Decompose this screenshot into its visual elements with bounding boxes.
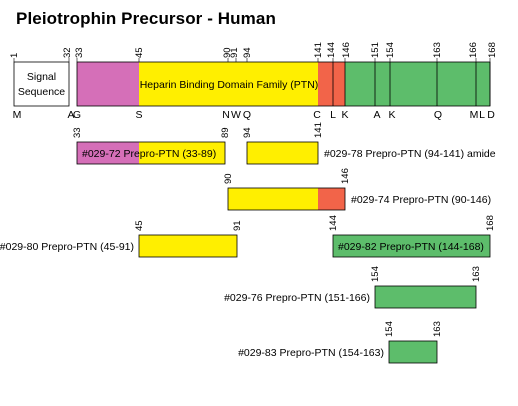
domain-segment-6 xyxy=(345,62,490,106)
domain-segment-3 xyxy=(139,62,318,106)
peptide-029-76-start-label: 154 xyxy=(370,266,381,282)
position-label-144: 144 xyxy=(326,42,337,58)
peptide-029-82-outline xyxy=(332,234,491,258)
residue-l-167: L xyxy=(479,109,485,121)
peptide-029-82-start-label: 144 xyxy=(328,215,339,231)
position-label-32: 32 xyxy=(62,47,73,58)
signal-sequence-label-line-1: Signal xyxy=(27,71,56,83)
position-label-163: 163 xyxy=(432,42,443,58)
peptide-029-78-bar xyxy=(247,142,318,164)
peptide-029-72-piece-1 xyxy=(77,142,139,164)
domain-segment-1 xyxy=(14,62,69,106)
residue-m-1: M xyxy=(13,109,22,121)
peptide-029-82-label: #029-82 Prepro-PTN (144-168) xyxy=(338,241,484,253)
signal-sequence-outline xyxy=(13,61,70,107)
peptide-029-83-start-label: 154 xyxy=(384,321,395,337)
residue-l-144: L xyxy=(330,109,336,121)
position-label-33: 33 xyxy=(74,47,85,58)
peptide-029-76-end-label: 163 xyxy=(471,266,482,282)
position-label-168: 168 xyxy=(487,42,498,58)
position-label-151: 151 xyxy=(370,42,381,58)
position-label-1: 1 xyxy=(9,53,20,58)
peptide-029-76-label: #029-76 Prepro-PTN (151-166) xyxy=(224,292,370,304)
peptide-029-78-start-label: 94 xyxy=(242,127,253,138)
peptide-029-80-start-label: 45 xyxy=(134,220,145,231)
peptide-029-82-end-label: 168 xyxy=(485,215,496,231)
peptide-029-80-label: #029-80 Prepro-PTN (45-91) xyxy=(0,241,134,253)
position-label-90: 90 xyxy=(222,47,233,58)
position-label-146: 146 xyxy=(341,42,352,58)
position-label-91: 91 xyxy=(229,47,240,58)
peptide-029-72-start-label: 33 xyxy=(72,127,83,138)
peptide-029-78-label: #029-78 Prepro-PTN (94-141) amide xyxy=(324,148,496,160)
peptide-029-78-outline xyxy=(246,141,319,165)
peptide-029-74-start-label: 90 xyxy=(223,173,234,184)
peptide-029-74-outline xyxy=(227,187,346,211)
position-label-45: 45 xyxy=(134,47,145,58)
residue-a-32: A xyxy=(67,109,74,121)
peptide-029-72-outline xyxy=(76,141,226,165)
peptide-029-74-label: #029-74 Prepro-PTN (90-146) xyxy=(351,194,491,206)
peptide-029-83-label: #029-83 Prepro-PTN (154-163) xyxy=(238,347,384,359)
peptide-029-78-end-label: 141 xyxy=(313,122,324,138)
peptide-029-83-end-label: 163 xyxy=(432,321,443,337)
peptide-029-76-outline xyxy=(374,285,477,309)
residue-k-146: K xyxy=(341,109,348,121)
peptide-029-80-bar xyxy=(139,235,237,257)
residue-n-90: N xyxy=(222,109,230,121)
peptide-029-72-label: #029-72 Prepro-PTN (33-89) xyxy=(82,148,216,160)
domain-segment-2 xyxy=(77,62,139,106)
residue-a-151: A xyxy=(373,109,380,121)
peptide-029-83-bar xyxy=(389,341,437,363)
diagram-title: Pleiotrophin Precursor - Human xyxy=(16,9,276,28)
peptide-029-72-end-label: 89 xyxy=(220,127,231,138)
residue-m-166: M xyxy=(470,109,479,121)
peptide-029-74-end-label: 146 xyxy=(340,168,351,184)
peptide-029-83-outline xyxy=(388,340,438,364)
residue-k-154: K xyxy=(388,109,395,121)
residue-c-141: C xyxy=(313,109,321,121)
position-label-141: 141 xyxy=(313,42,324,58)
residue-g-33: G xyxy=(73,109,81,121)
peptide-029-80-end-label: 91 xyxy=(232,220,243,231)
position-label-154: 154 xyxy=(385,42,396,58)
peptide-029-82-bar xyxy=(333,235,490,257)
peptide-029-74-piece-1 xyxy=(228,188,318,210)
peptide-029-74-piece-2 xyxy=(318,188,345,210)
residue-q-94: Q xyxy=(243,109,251,121)
peptide-029-72-piece-2 xyxy=(139,142,225,164)
domain-segment-4 xyxy=(318,62,333,106)
domain-segment-5 xyxy=(333,62,345,106)
residue-q-163: Q xyxy=(434,109,442,121)
signal-sequence-label-line-2: Sequence xyxy=(18,86,65,98)
residue-w-91: W xyxy=(231,109,241,121)
residue-s-45: S xyxy=(135,109,142,121)
peptide-029-80-outline xyxy=(138,234,238,258)
position-label-94: 94 xyxy=(242,47,253,58)
residue-d-168: D xyxy=(487,109,495,121)
peptide-029-76-bar xyxy=(375,286,476,308)
ptn-domain-label: Heparin Binding Domain Family (PTN) xyxy=(140,79,319,91)
position-label-166: 166 xyxy=(468,42,479,58)
